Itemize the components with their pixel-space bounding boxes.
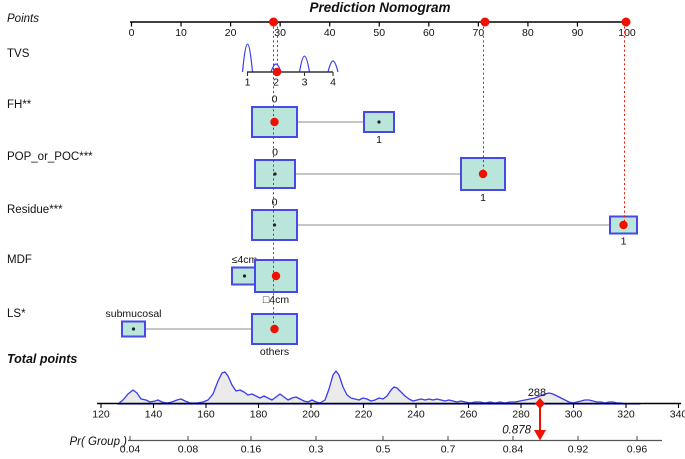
probability-tick-label: 0.3 — [309, 444, 324, 456]
probability-arrow-head — [534, 430, 546, 441]
tvs-density-spike — [298, 55, 311, 73]
level-black-dot — [242, 274, 247, 278]
level-black-dot — [272, 223, 277, 227]
probability-value-label: 0.878 — [502, 425, 531, 437]
level-black-dot — [377, 120, 381, 124]
selected-red-dot — [478, 169, 488, 179]
level-black-dot — [131, 327, 136, 331]
row-label: Residue*** — [7, 204, 63, 216]
total-points-tick-label: 120 — [92, 409, 110, 421]
total-points-value-label: 288 — [528, 387, 546, 399]
total-points-tick-label: 240 — [407, 409, 425, 421]
row-label: LS* — [7, 308, 26, 320]
level-black-dot — [273, 172, 277, 176]
selected-red-dot — [271, 271, 281, 281]
total-points-tick-label: 140 — [145, 409, 163, 421]
row-label: POP_or_POC*** — [7, 151, 93, 163]
points-tick-label: 0 — [129, 27, 135, 39]
probability-tick-label: 0.96 — [627, 444, 648, 456]
probability-tick-label: 0.92 — [568, 444, 589, 456]
box-level-label: 1 — [621, 236, 627, 248]
probability-tick-label: 0.7 — [441, 444, 456, 456]
box-level-label: 0 — [272, 94, 278, 106]
total-points-tick-label: 200 — [302, 409, 320, 421]
total-points-tick-label: 300 — [565, 409, 583, 421]
points-tick-label: 90 — [572, 27, 584, 39]
tvs-density-spike — [327, 60, 339, 73]
chart-title: Prediction Nomogram — [309, 0, 451, 15]
box-level-label: submucosal — [105, 308, 161, 320]
points-tick-label: 30 — [274, 27, 286, 39]
box-level-label: 1 — [376, 134, 382, 146]
total-points-marker-diamond — [535, 398, 545, 409]
box-level-label: ≤4cm — [232, 254, 258, 266]
box-level-label: 0 — [272, 197, 278, 209]
points-axis-red-dot — [480, 17, 490, 27]
tvs-red-dot — [272, 67, 282, 77]
points-tick-label: 20 — [225, 27, 237, 39]
row-label: Points — [7, 13, 39, 25]
points-axis-red-dot — [621, 17, 631, 27]
total-points-tick-label: 260 — [460, 409, 478, 421]
box-level-label: □4cm — [263, 294, 289, 306]
points-tick-label: 70 — [473, 27, 485, 39]
row-label: MDF — [7, 254, 32, 266]
points-tick-label: 100 — [618, 27, 636, 39]
probability-tick-label: 0.16 — [241, 444, 262, 456]
row-label: Total points — [7, 352, 77, 366]
row-label: TVS — [7, 48, 30, 60]
points-axis-red-dot — [269, 17, 278, 27]
total-points-tick-label: 280 — [512, 409, 530, 421]
probability-tick-label: 0.5 — [376, 444, 391, 456]
total-points-tick-label: 220 — [355, 409, 373, 421]
box-level-label: 0 — [272, 147, 278, 159]
total-points-tick-label: 340 — [670, 409, 685, 421]
points-tick-label: 40 — [324, 27, 336, 39]
selected-red-dot — [270, 324, 279, 334]
tvs-tick-label: 2 — [273, 77, 279, 89]
selected-red-dot — [270, 117, 279, 127]
selected-red-dot — [619, 220, 628, 230]
points-tick-label: 60 — [423, 27, 435, 39]
total-points-tick-label: 320 — [617, 409, 635, 421]
tvs-density-spike — [241, 43, 254, 73]
total-points-tick-label: 160 — [197, 409, 215, 421]
probability-tick-label: 0.04 — [120, 444, 141, 456]
probability-tick-label: 0.84 — [503, 444, 524, 456]
probability-tick-label: 0.08 — [178, 444, 199, 456]
points-tick-label: 50 — [373, 27, 385, 39]
category-box — [251, 106, 298, 138]
box-level-label: others — [260, 346, 289, 358]
category-box — [460, 157, 506, 191]
row-label: Pr( Group ) — [69, 436, 127, 448]
points-tick-label: 80 — [522, 27, 534, 39]
tvs-tick-label: 1 — [245, 77, 251, 89]
points-tick-label: 10 — [175, 27, 187, 39]
total-points-density — [117, 370, 641, 405]
tvs-tick-label: 3 — [302, 77, 308, 89]
row-label: FH** — [7, 99, 32, 111]
total-points-tick-label: 180 — [250, 409, 268, 421]
tvs-tick-label: 4 — [330, 77, 336, 89]
box-level-label: 1 — [480, 192, 486, 204]
